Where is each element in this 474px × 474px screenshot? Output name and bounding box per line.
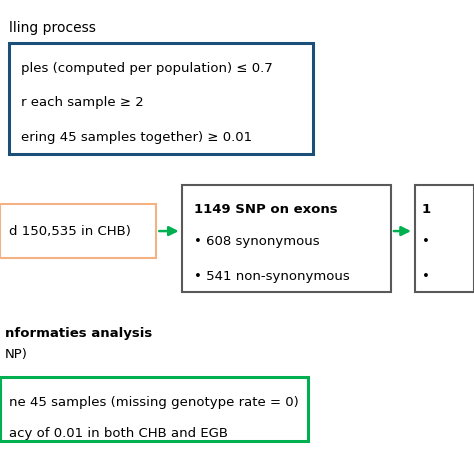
Text: •: • xyxy=(422,270,430,283)
FancyBboxPatch shape xyxy=(415,185,474,292)
Text: • 608 synonymous: • 608 synonymous xyxy=(194,235,320,247)
FancyBboxPatch shape xyxy=(9,43,313,154)
Text: 1: 1 xyxy=(422,203,431,216)
Text: r each sample ≥ 2: r each sample ≥ 2 xyxy=(21,96,144,109)
Text: ples (computed per population) ≤ 0.7: ples (computed per population) ≤ 0.7 xyxy=(21,62,273,74)
FancyBboxPatch shape xyxy=(0,377,308,441)
FancyBboxPatch shape xyxy=(182,185,391,292)
Text: NP): NP) xyxy=(5,348,27,361)
Text: •: • xyxy=(422,235,430,247)
Text: nformaties analysis: nformaties analysis xyxy=(5,327,152,340)
FancyBboxPatch shape xyxy=(0,204,156,258)
Text: ne 45 samples (missing genotype rate = 0): ne 45 samples (missing genotype rate = 0… xyxy=(9,396,299,409)
Text: • 541 non-synonymous: • 541 non-synonymous xyxy=(194,270,350,283)
Text: 1149 SNP on exons: 1149 SNP on exons xyxy=(194,203,338,216)
Text: d 150,535 in CHB): d 150,535 in CHB) xyxy=(9,225,131,237)
Text: acy of 0.01 in both CHB and EGB: acy of 0.01 in both CHB and EGB xyxy=(9,427,228,439)
Text: lling process: lling process xyxy=(9,21,96,36)
Text: ering 45 samples together) ≥ 0.01: ering 45 samples together) ≥ 0.01 xyxy=(21,131,253,144)
